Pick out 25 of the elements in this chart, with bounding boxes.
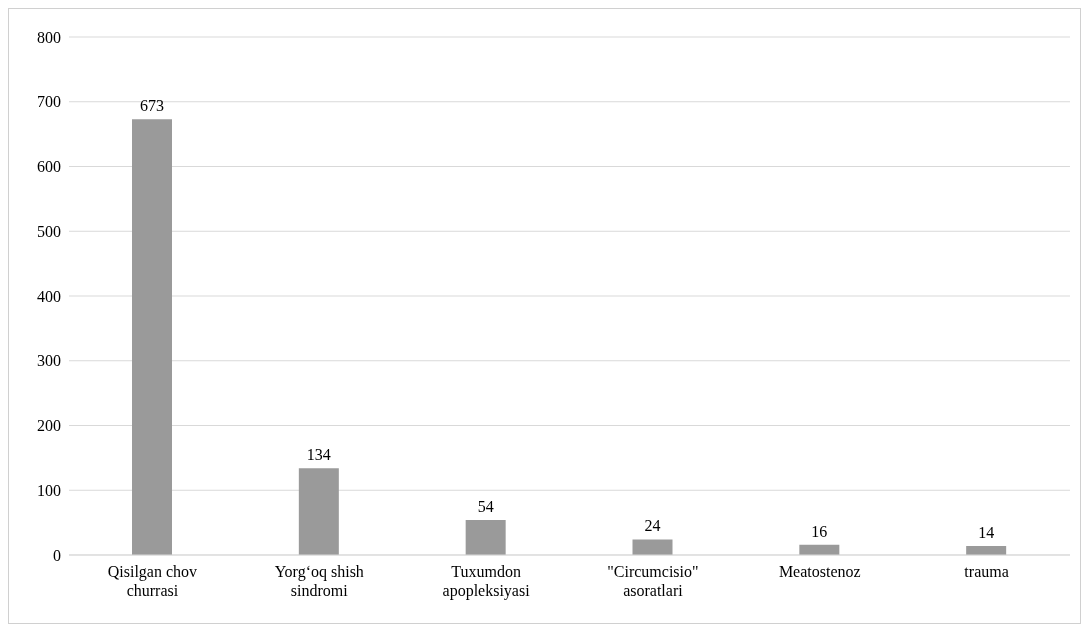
data-label: 673 — [140, 97, 164, 115]
bar — [632, 539, 673, 555]
data-label: 16 — [811, 522, 828, 540]
y-tick-label: 600 — [37, 158, 61, 176]
x-tick-label: "Circumcisio" asoratlari — [607, 563, 699, 599]
data-label: 24 — [644, 517, 661, 535]
y-tick-label: 700 — [37, 93, 61, 111]
y-tick-label: 500 — [37, 222, 61, 240]
x-tick-label: Yorg‘oq shish sindromi — [274, 563, 364, 599]
data-label: 54 — [477, 498, 494, 516]
bar — [465, 520, 506, 555]
x-tick-label: Meatostenoz — [778, 563, 861, 580]
y-tick-label: 800 — [37, 28, 61, 46]
y-tick-label: 300 — [37, 352, 61, 370]
data-label: 134 — [306, 446, 331, 464]
x-tick-label: Tuxumdon apopleksiyasi — [442, 563, 531, 600]
y-tick-label: 200 — [37, 417, 61, 435]
bar — [132, 119, 172, 555]
x-tick-label: Qisilgan chov churrasi — [107, 563, 198, 599]
data-label: 14 — [978, 523, 995, 541]
y-tick-label: 0 — [53, 546, 61, 564]
y-tick-label: 100 — [37, 481, 61, 499]
y-tick-label: 400 — [37, 287, 61, 305]
bar — [298, 468, 339, 555]
x-tick-label: trauma — [964, 563, 1009, 580]
